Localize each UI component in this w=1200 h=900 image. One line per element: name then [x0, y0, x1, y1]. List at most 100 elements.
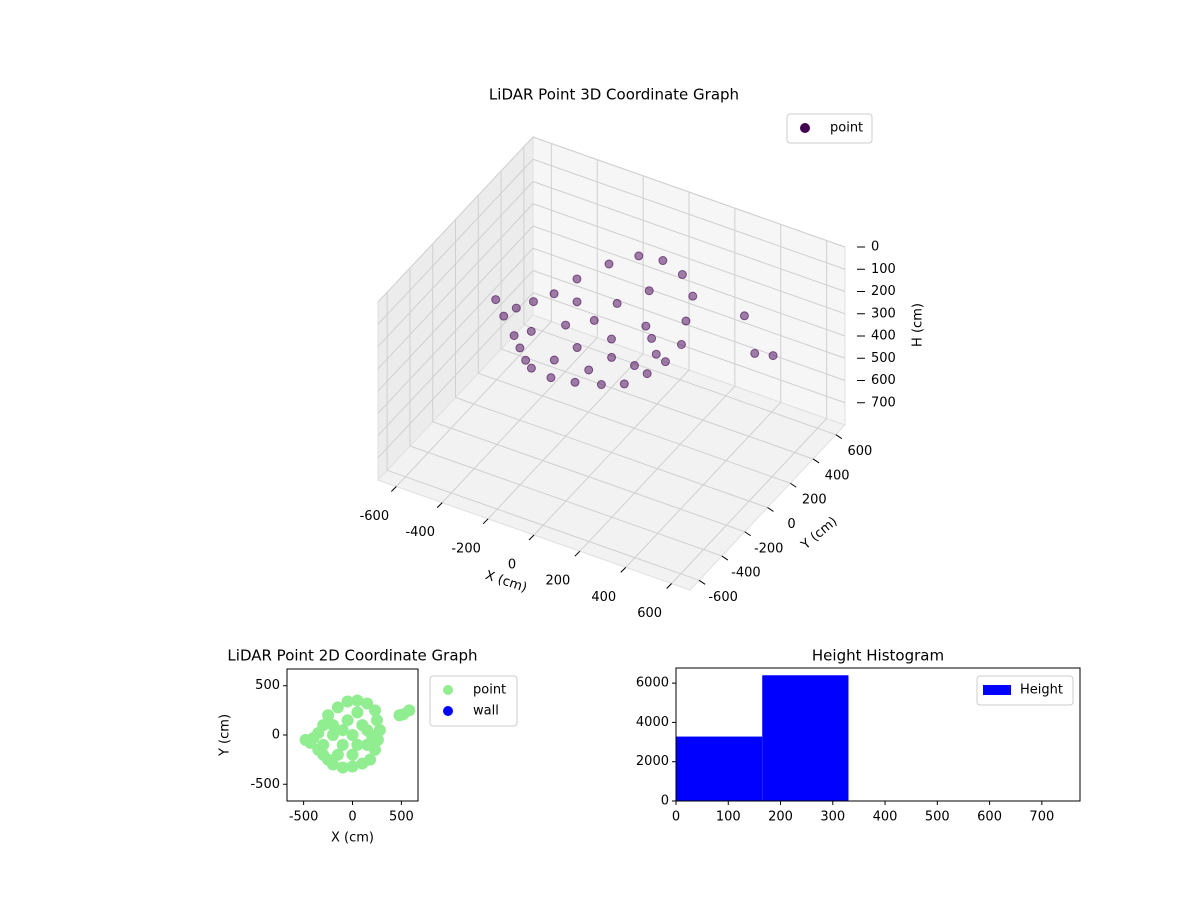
z-tick-label: 300 [871, 306, 896, 321]
point [351, 706, 364, 719]
point [642, 369, 652, 379]
point [326, 729, 339, 741]
point [526, 326, 536, 336]
z-grid-line [532, 225, 846, 337]
point [572, 274, 582, 284]
y-grid-line [432, 421, 745, 533]
x-tick-label: -500 [289, 810, 319, 825]
point [546, 373, 556, 383]
x-tick-label: 500 [389, 810, 414, 825]
y-grid-line [409, 445, 723, 557]
x-tick-label: 500 [925, 810, 950, 825]
point [509, 331, 519, 341]
point [364, 753, 377, 766]
point [361, 697, 374, 710]
y-tick-label: 400 [825, 468, 850, 483]
y-tick-label: 2000 [636, 754, 669, 769]
x-tick-mark [482, 518, 489, 525]
point [768, 351, 778, 361]
z-grid-line [377, 181, 534, 347]
z-tick-label: 100 [871, 262, 896, 277]
legend-label: point [830, 121, 863, 136]
point [572, 297, 582, 307]
point [336, 738, 349, 751]
y-tick-mark [744, 531, 751, 537]
y-tick-label: 500 [255, 678, 280, 693]
legend-label: wall [473, 704, 499, 719]
z-grid-line [377, 225, 534, 392]
x-tick-label: 400 [591, 590, 616, 605]
point [511, 303, 521, 313]
point [341, 714, 354, 727]
point [346, 760, 359, 773]
y-tick-mark [835, 434, 843, 440]
z-grid-line [532, 158, 846, 270]
point [351, 694, 364, 707]
y-tick-label: -600 [708, 590, 738, 605]
point [619, 379, 629, 389]
point [322, 709, 335, 722]
y-axis-label: Y (cm) [798, 514, 841, 553]
point [403, 704, 416, 717]
legend-box [976, 675, 1074, 706]
legend-marker [800, 123, 810, 133]
point [688, 291, 698, 301]
point [331, 701, 344, 714]
legend-label: point [473, 683, 506, 698]
x-tick-label: -600 [360, 509, 390, 524]
point [370, 714, 383, 727]
point [341, 695, 354, 708]
y-tick-mark [698, 579, 706, 585]
y-grid-line [500, 348, 814, 460]
x-tick-label: 200 [545, 574, 570, 589]
point [549, 289, 559, 299]
legend-marker [443, 685, 453, 695]
x-tick-mark [436, 502, 443, 509]
point [326, 758, 339, 771]
point [366, 729, 379, 742]
point [607, 352, 617, 362]
z-tick-label: 500 [871, 351, 896, 366]
z-grid-line [532, 270, 846, 381]
point [612, 298, 622, 308]
point [346, 729, 359, 741]
point [368, 704, 381, 717]
point [739, 311, 749, 321]
point [572, 343, 582, 353]
y-tick-label: 600 [847, 444, 872, 459]
point [658, 256, 668, 266]
y-tick-mark [721, 555, 729, 561]
point [549, 355, 559, 365]
point [750, 348, 760, 358]
y-grid-line [478, 372, 791, 484]
x-tick-mark [666, 583, 673, 589]
y-tick-label: 0 [661, 794, 669, 809]
point [336, 761, 349, 774]
x-tick-mark [390, 486, 397, 492]
point [589, 315, 599, 325]
x-tick-label: 600 [977, 810, 1002, 825]
x-tick-label: 700 [1029, 810, 1054, 825]
point [528, 297, 538, 307]
point [644, 286, 654, 296]
z-tick-label: 0 [871, 240, 879, 255]
point [326, 719, 339, 732]
z-grid-line [532, 203, 846, 315]
y-tick-label: 200 [802, 493, 827, 508]
x-axis-label: X (cm) [331, 831, 374, 846]
x-axis-label: X (cm) [483, 568, 529, 596]
point [561, 320, 571, 330]
y-tick-label: 0 [272, 728, 280, 743]
z-grid-line [377, 203, 534, 370]
z-grid-line [377, 136, 534, 303]
point [336, 724, 349, 737]
point [677, 270, 687, 280]
x-tick-label: 100 [716, 810, 741, 825]
z-tick-label: 700 [871, 395, 896, 410]
point [604, 259, 614, 269]
y-tick-mark [790, 482, 797, 488]
bar [676, 736, 763, 801]
point [526, 363, 536, 373]
z-grid-line [377, 270, 534, 436]
point [676, 339, 686, 349]
